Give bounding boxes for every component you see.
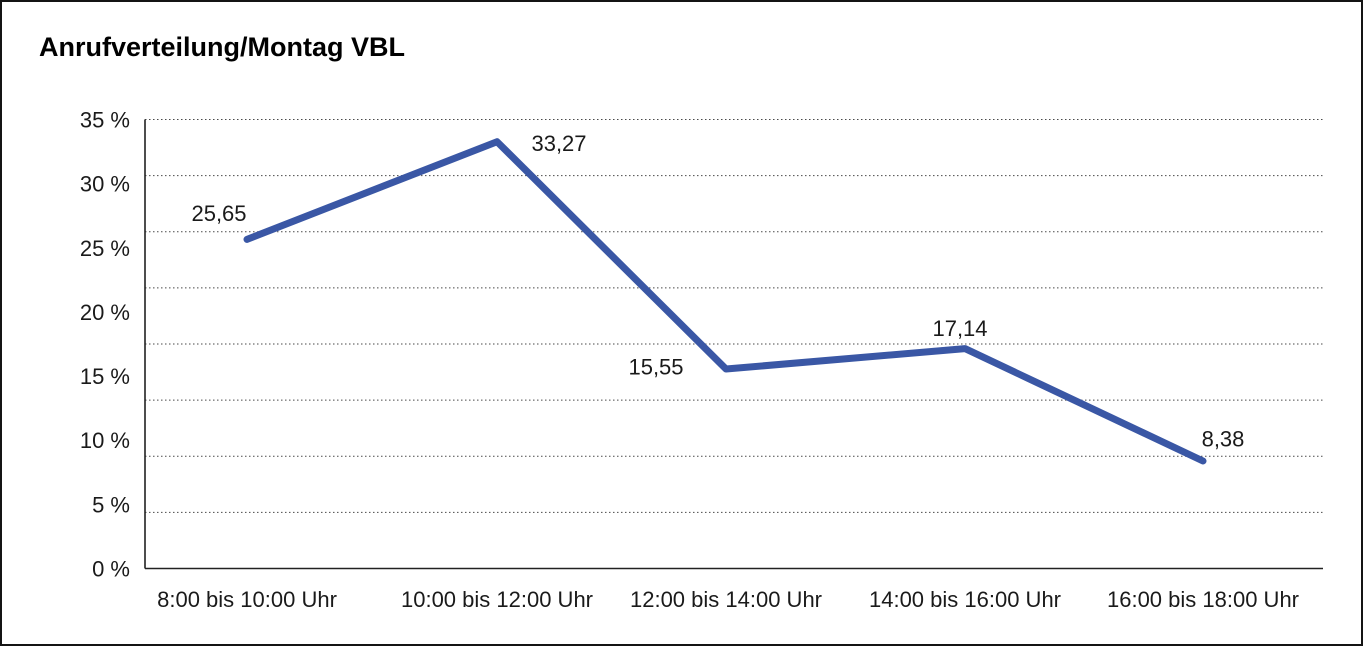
data-point-label: 33,27 bbox=[531, 131, 586, 156]
x-category-label: 8:00 bis 10:00 Uhr bbox=[157, 587, 337, 612]
x-category-label: 14:00 bis 16:00 Uhr bbox=[869, 587, 1061, 612]
data-series-line bbox=[243, 138, 1207, 465]
y-tick-label: 15 % bbox=[80, 364, 130, 389]
x-category-label: 10:00 bis 12:00 Uhr bbox=[401, 587, 593, 612]
y-tick-label: 0 % bbox=[92, 557, 130, 582]
data-point-label: 17,14 bbox=[932, 316, 987, 341]
y-tick-label: 10 % bbox=[80, 428, 130, 453]
y-tick-label: 5 % bbox=[92, 492, 130, 517]
data-point-label: 8,38 bbox=[1202, 426, 1245, 451]
y-tick-label: 30 % bbox=[80, 172, 130, 197]
data-point-label: 25,65 bbox=[191, 201, 246, 226]
y-tick-label: 35 % bbox=[80, 108, 130, 133]
chart-title: Anrufverteilung/Montag VBL bbox=[39, 32, 405, 62]
y-tick-label: 20 % bbox=[80, 300, 130, 325]
data-point-label: 15,55 bbox=[628, 355, 683, 380]
x-category-label: 16:00 bis 18:00 Uhr bbox=[1107, 587, 1299, 612]
x-category-label: 12:00 bis 14:00 Uhr bbox=[630, 587, 822, 612]
y-tick-label: 25 % bbox=[80, 236, 130, 261]
